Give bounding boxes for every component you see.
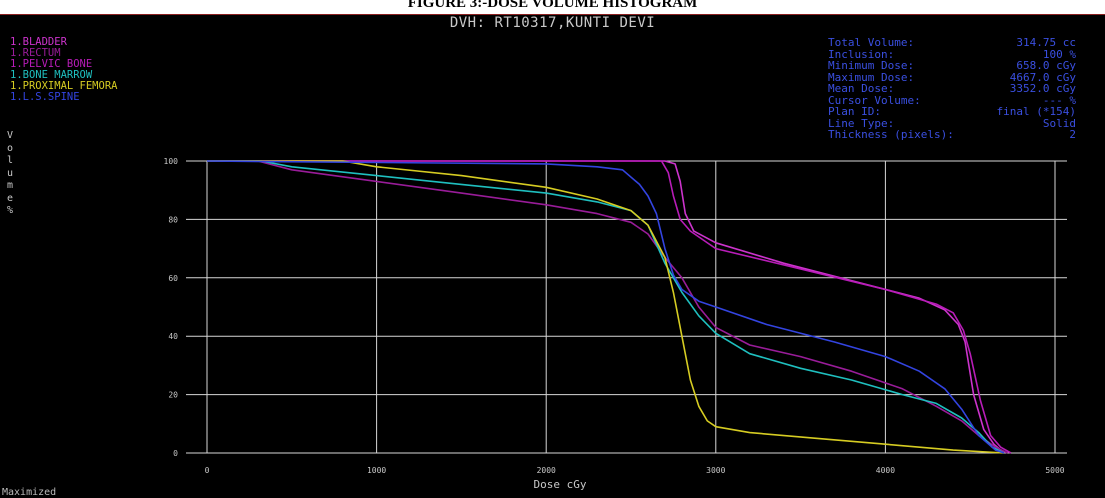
- info-row: Mean Dose: 3352.0 cGy: [828, 83, 1076, 95]
- x-tick-label: 3000: [706, 466, 725, 475]
- info-value: --- %: [1042, 93, 1076, 107]
- x-tick-label: 4000: [876, 466, 895, 475]
- chart-title: DVH: RT10317,KUNTI DEVI: [449, 15, 656, 31]
- info-value: Solid: [1042, 116, 1076, 130]
- info-value: 4667.0 cGy: [1009, 70, 1076, 84]
- legend-item[interactable]: 1.PROXIMAL FEMORA: [10, 80, 118, 92]
- info-value: 658.0 cGy: [1016, 59, 1076, 72]
- dvh-curve-bone-marrow[interactable]: [207, 160, 1005, 454]
- legend-item[interactable]: 1.BONE MARROW: [10, 69, 93, 81]
- info-value: 2: [1069, 128, 1076, 141]
- y-tick-label: 40: [168, 332, 178, 341]
- caption-divider: [0, 14, 1105, 15]
- info-label: Thickness (pixels):: [828, 128, 954, 141]
- info-row: Inclusion: 100 %: [828, 47, 1076, 61]
- y-tick-label: 60: [168, 274, 178, 283]
- info-label: Inclusion:: [828, 47, 895, 61]
- info-label: Line Type:: [828, 116, 895, 130]
- info-label: Mean Dose:: [828, 82, 895, 95]
- info-value: 3352.0 cGy: [1009, 82, 1076, 95]
- dvh-curve-pelvic-bone[interactable]: [207, 160, 1012, 454]
- dvh-curve-l-s-spine[interactable]: [206, 160, 1005, 454]
- info-value: 314.75 cc: [1016, 36, 1076, 49]
- legend-item[interactable]: 1.L.S.SPINE: [10, 91, 80, 103]
- info-value: 100 %: [1042, 47, 1076, 61]
- x-tick-label: 2000: [537, 466, 556, 475]
- legend-item[interactable]: 1.RECTUM: [10, 47, 61, 59]
- legend-item[interactable]: 1.BLADDER: [10, 36, 67, 48]
- caption-bar: FIGURE 3:-DOSE VOLUME HISTOGRAM: [0, 0, 1105, 14]
- y-tick-label: 100: [164, 157, 179, 166]
- x-tick-label: 0: [205, 466, 210, 475]
- info-label: Total Volume:: [828, 36, 915, 49]
- info-label: Maximum Dose:: [828, 70, 915, 84]
- info-row: Maximum Dose: 4667.0 cGy: [828, 70, 1076, 84]
- x-tick-label: 1000: [367, 466, 386, 475]
- info-label: Plan ID:: [828, 105, 881, 118]
- dvh-curve-proximal-femora[interactable]: [207, 160, 1005, 454]
- info-label: Cursor Volume:: [828, 93, 921, 107]
- legend-item[interactable]: 1.PELVIC BONE: [10, 58, 93, 70]
- info-value: final (*154): [996, 105, 1076, 118]
- info-row: Cursor Volume: --- %: [828, 93, 1076, 107]
- y-axis-label: Volume %: [6, 130, 14, 216]
- dvh-curve-rectum[interactable]: [207, 160, 1008, 454]
- info-row: Plan ID: final (*154): [828, 106, 1076, 118]
- info-label: Minimum Dose:: [828, 59, 915, 72]
- window-status: Maximized: [2, 487, 57, 498]
- structure-legend: 1.BLADDER 1.RECTUM 1.PELVIC BONE 1.BONE MAR…: [10, 37, 117, 103]
- info-row: Line Type: Solid: [828, 116, 1076, 130]
- y-tick-label: 80: [168, 215, 178, 224]
- dose-info-panel: Total Volume: 314.75 cc Inclusion: 100 % Min…: [828, 37, 1076, 141]
- info-row: Minimum Dose: 658.0 cGy: [828, 60, 1076, 72]
- y-tick-label: 0: [173, 449, 178, 458]
- y-tick-label: 20: [168, 391, 178, 400]
- x-tick-label: 5000: [1045, 466, 1064, 475]
- figure-caption: FIGURE 3:-DOSE VOLUME HISTOGRAM: [407, 0, 698, 11]
- info-row: Thickness (pixels): 2: [828, 129, 1076, 141]
- x-axis-label: Dose cGy: [534, 478, 587, 491]
- info-row: Total Volume: 314.75 cc: [828, 37, 1076, 49]
